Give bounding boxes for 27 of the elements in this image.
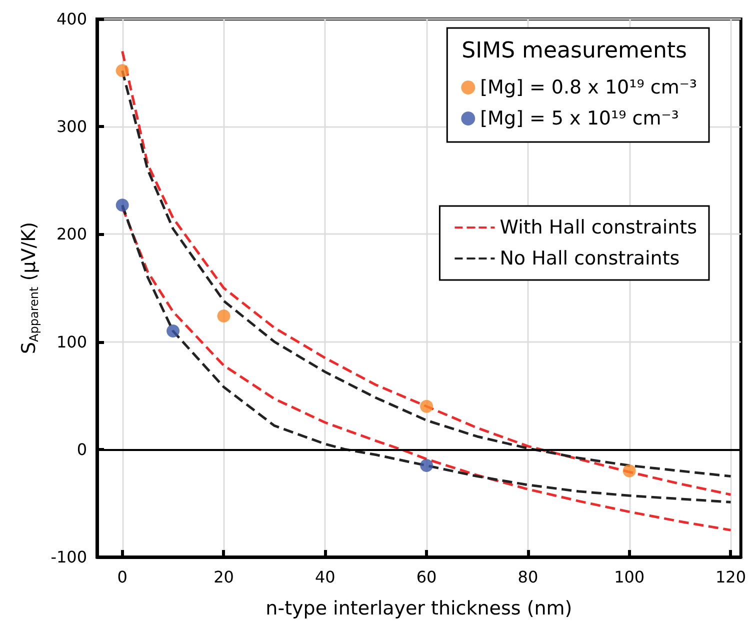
legend-label: [Mg] = 5 x 10¹⁹ cm⁻³	[480, 108, 679, 130]
y-tick-label: 300	[56, 117, 87, 136]
legend-label: [Mg] = 0.8 x 10¹⁹ cm⁻³	[480, 76, 698, 98]
x-tick-label: 20	[214, 568, 234, 586]
point	[116, 198, 129, 212]
x-tick-label: 60	[416, 568, 437, 586]
y-tick-label: 0	[76, 440, 87, 459]
point	[217, 309, 230, 322]
x-tick-label: 100	[614, 568, 645, 586]
legend-title: SIMS measurements	[462, 38, 688, 64]
point	[420, 459, 434, 472]
x-tick-label: 80	[518, 568, 538, 586]
x-tick-label: 120	[715, 568, 746, 586]
x-axis-title: n-type interlayer thickness (nm)	[266, 598, 572, 620]
y-tick-label: 200	[56, 224, 87, 244]
x-tick-label: 40	[314, 568, 336, 586]
y-axis-title: SApparent (μV/K)	[18, 222, 41, 354]
y-tick-label: 100	[56, 332, 87, 352]
legend-label: No Hall constraints	[500, 248, 680, 270]
point	[116, 64, 129, 78]
y-tick-label: -100	[50, 548, 87, 566]
point	[622, 464, 636, 478]
y-tick-label: 400	[56, 10, 87, 28]
point	[166, 324, 180, 338]
x-tick-label: 0	[117, 568, 128, 586]
legend-label: With Hall constraints	[500, 216, 698, 238]
point	[420, 400, 434, 413]
